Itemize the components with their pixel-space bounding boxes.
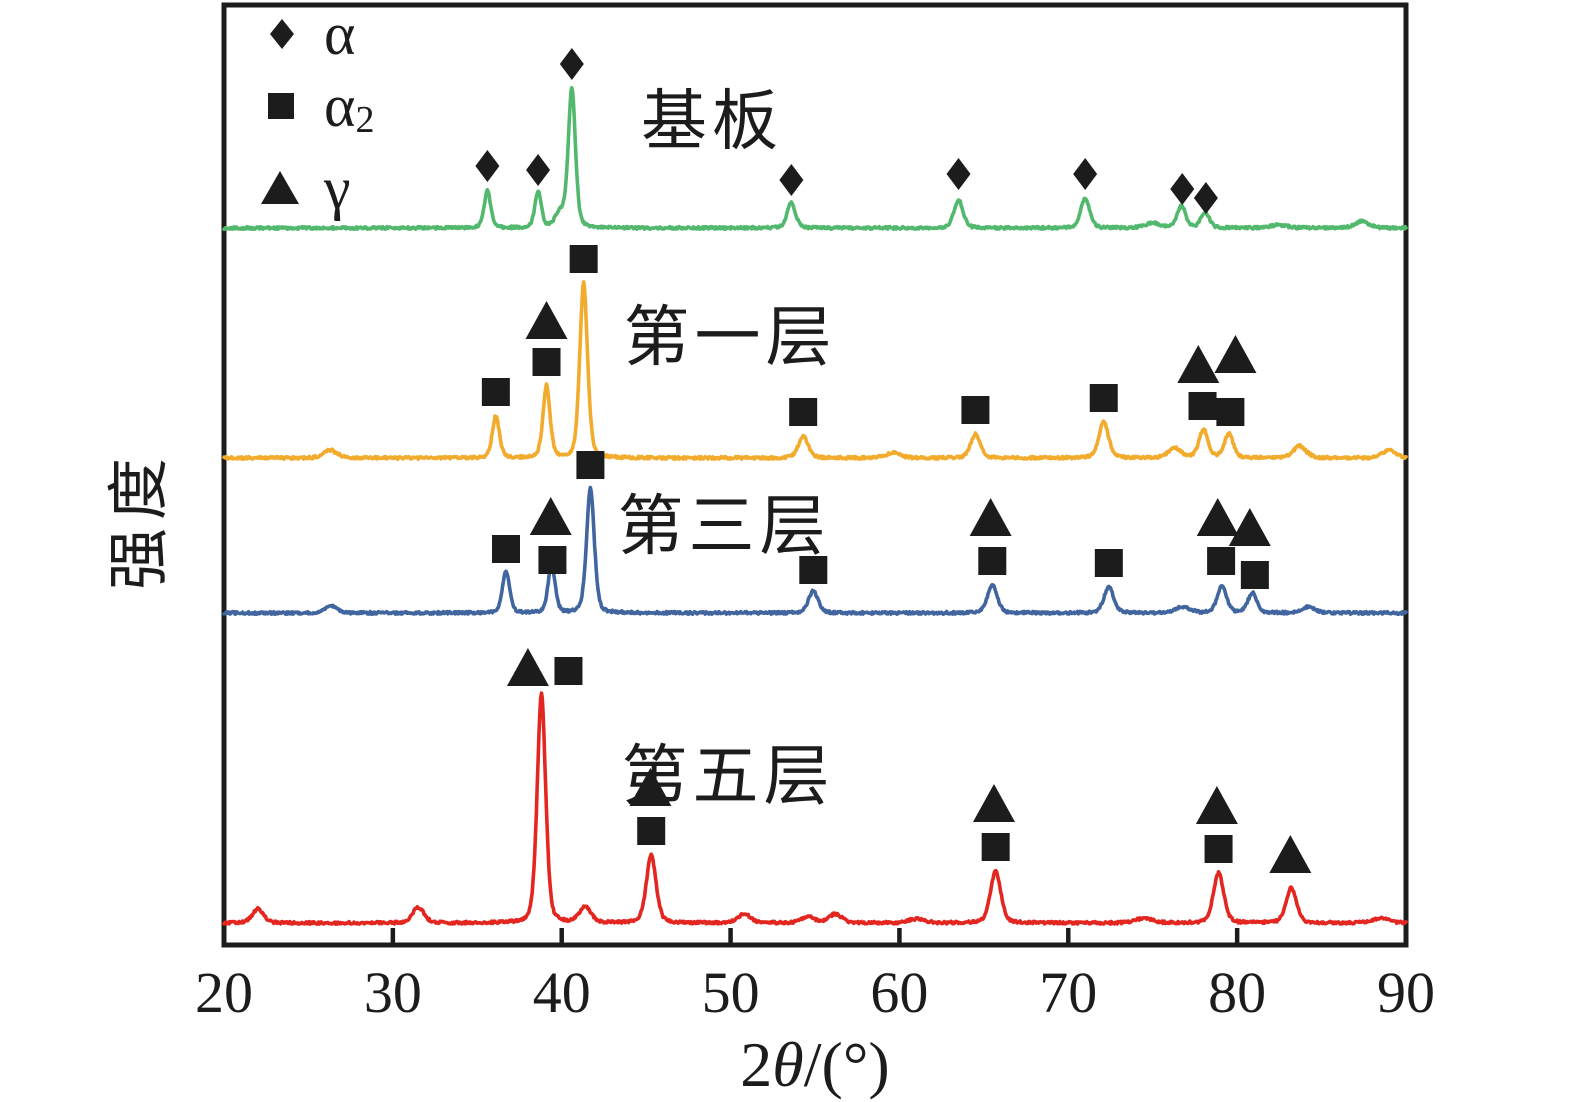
square-icon — [481, 378, 510, 406]
square-icon — [532, 348, 561, 376]
curve-第一层 — [222, 280, 1408, 462]
square-icon — [1094, 549, 1123, 577]
triangle-icon — [1228, 508, 1271, 546]
square-icon — [538, 546, 567, 574]
trace-label-layer5: 第五层 — [622, 741, 835, 814]
square-icon — [981, 833, 1010, 861]
x-axis-tick-labels: 20 30 40 50 60 70 80 90 — [195, 960, 1435, 1025]
curve-第五层 — [222, 691, 1408, 927]
triangle-icon — [506, 648, 549, 686]
square-icon — [1240, 561, 1269, 589]
y-axis-title: 强度 — [106, 450, 174, 590]
x-tick-label-20: 20 — [195, 960, 253, 1025]
trace-label-layer3: 第三层 — [618, 491, 831, 564]
square-icon — [978, 547, 1007, 575]
x-axis-ticks — [221, 928, 1409, 945]
legend-label-alpha: α — [324, 1, 355, 67]
triangle-icon — [529, 497, 572, 535]
diamond-icon — [946, 158, 971, 190]
diamond-icon — [475, 150, 500, 182]
square-icon — [1089, 384, 1118, 412]
square-icon — [576, 451, 605, 479]
triangle-icon — [1195, 786, 1238, 824]
triangle-icon — [1214, 335, 1257, 373]
diamond-icon — [559, 48, 584, 80]
trace-label-substrate: 基板 — [641, 86, 783, 159]
trace-label-layer1: 第一层 — [624, 302, 837, 375]
curve-第三层 — [222, 485, 1408, 617]
triangle-icon — [1177, 345, 1220, 383]
triangle-icon — [525, 301, 568, 339]
legend-label-alpha2: α2 — [324, 73, 374, 141]
square-icon — [789, 398, 818, 426]
square-icon — [268, 93, 294, 119]
x-tick-label-70: 70 — [1039, 960, 1097, 1025]
square-icon — [1204, 835, 1233, 863]
triangle-icon — [1269, 835, 1312, 873]
triangle-icon — [969, 498, 1012, 536]
diamond-icon — [526, 154, 551, 186]
diamond-icon — [1193, 182, 1218, 214]
triangle-icon — [629, 768, 672, 806]
x-tick-label-60: 60 — [870, 960, 928, 1025]
x-tick-label-50: 50 — [702, 960, 760, 1025]
trace-curves — [222, 85, 1408, 927]
square-icon — [1207, 547, 1236, 575]
square-icon — [491, 535, 520, 563]
square-icon — [637, 817, 666, 845]
triangle-icon — [261, 171, 299, 204]
square-icon — [569, 245, 598, 273]
x-axis-title: 2θ/(°) — [740, 1029, 889, 1100]
diamond-icon — [779, 164, 804, 196]
triangle-icon — [972, 784, 1015, 822]
plot-border — [221, 2, 1409, 948]
square-icon — [961, 396, 990, 424]
diamond-icon — [1073, 158, 1098, 190]
diamond-icon — [270, 19, 294, 49]
curve-基板 — [222, 85, 1408, 232]
square-icon — [799, 556, 828, 584]
x-tick-label-30: 30 — [364, 960, 422, 1025]
square-icon — [1216, 398, 1245, 426]
phase-peak-markers — [475, 48, 1312, 873]
x-tick-label-90: 90 — [1377, 960, 1435, 1025]
square-icon — [554, 657, 583, 685]
diamond-icon — [1170, 173, 1195, 205]
legend-label-gamma: γ — [323, 155, 351, 221]
legend: α α2 γ — [261, 1, 374, 221]
x-tick-label-80: 80 — [1208, 960, 1266, 1025]
triangle-icon — [1196, 498, 1239, 536]
x-tick-label-40: 40 — [533, 960, 591, 1025]
square-icon — [1188, 392, 1217, 420]
